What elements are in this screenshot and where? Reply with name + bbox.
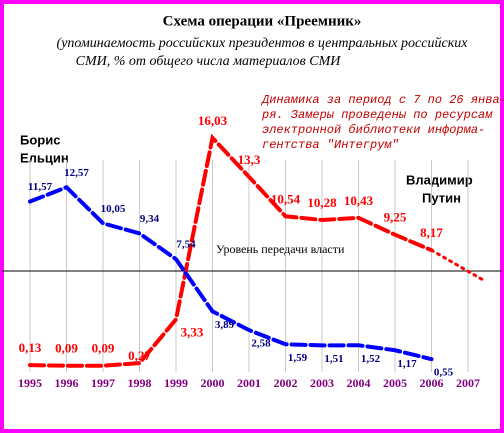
x-tick-label: 2000 <box>201 376 225 390</box>
data-label: 0,55 <box>434 367 454 379</box>
x-tick-label: 2001 <box>237 376 261 390</box>
data-label: 7,54 <box>176 239 196 251</box>
data-label: 1,59 <box>288 352 308 364</box>
x-tick-label: 2005 <box>383 376 407 390</box>
data-label: 3,33 <box>181 324 204 339</box>
threshold-label: Уровень передачи власти <box>216 242 345 256</box>
data-label: 1,51 <box>324 353 343 365</box>
chart-title: Схема операции «Преемник» <box>163 13 362 29</box>
person-name: Борис <box>20 132 60 147</box>
subtitle: СМИ, % от общего числа материалов СМИ <box>76 54 342 69</box>
data-label: 8,17 <box>420 225 443 240</box>
data-label: 9,34 <box>140 213 160 225</box>
x-tick-label: 1995 <box>18 376 42 390</box>
data-label: 0,09 <box>92 341 115 356</box>
x-tick-label: 1997 <box>91 376 115 390</box>
data-label: 11,57 <box>28 181 53 193</box>
x-tick-label: 2003 <box>310 376 334 390</box>
data-label: 3,89 <box>215 319 235 331</box>
data-label: 1,52 <box>361 353 381 365</box>
data-label: 10,43 <box>344 193 374 208</box>
data-label: 13,3 <box>238 152 261 167</box>
x-tick-label: 2002 <box>274 376 298 390</box>
data-label: 10,05 <box>101 203 126 215</box>
annotation: электронной библиотеки информа- <box>262 123 485 137</box>
annotation: ря. Замеры проведены по ресурсам <box>261 108 493 122</box>
data-label: 1,17 <box>397 358 417 370</box>
x-tick-label: 2004 <box>347 376 371 390</box>
annotation: Динамика за период с 7 по 26 янва- <box>260 93 504 107</box>
x-tick-label: 1998 <box>128 376 152 390</box>
data-label: 9,25 <box>384 210 407 225</box>
series-line <box>28 184 434 362</box>
x-tick-label: 2006 <box>420 376 444 390</box>
x-tick-label: 2007 <box>456 376 480 390</box>
subtitle: (упоминаемость российских президентов в … <box>57 36 469 51</box>
person-name: Ельцин <box>20 150 69 165</box>
x-tick-label: 1999 <box>164 376 188 390</box>
person-name: Путин <box>422 190 461 205</box>
data-label: 12,57 <box>64 167 89 179</box>
data-label: 16,03 <box>198 113 228 128</box>
annotation: гентства "Интегрум" <box>262 138 399 152</box>
series-line <box>28 133 434 368</box>
data-label: 10,54 <box>271 191 301 206</box>
data-label: 0,09 <box>55 341 78 356</box>
data-label: 2,58 <box>251 338 271 350</box>
person-name: Владимир <box>406 172 473 187</box>
x-tick-label: 1996 <box>55 376 79 390</box>
forecast-line <box>430 248 485 282</box>
data-label: 0,13 <box>19 340 42 355</box>
data-label: 10,28 <box>307 195 337 210</box>
data-label: 0,27 <box>128 348 151 363</box>
